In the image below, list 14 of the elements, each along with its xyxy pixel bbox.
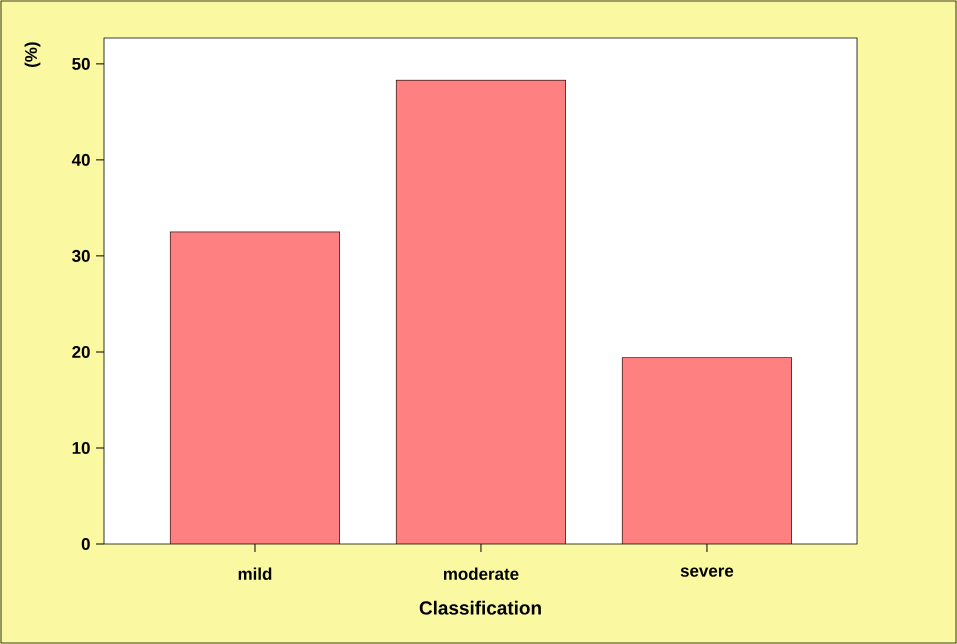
x-tick-label: severe [680, 568, 734, 577]
y-tick-label: 0 [82, 538, 90, 550]
bar [396, 80, 566, 544]
x-axis-title: Classification [420, 600, 541, 615]
y-tick-label: 50 [72, 58, 90, 70]
bar [622, 357, 792, 544]
y-axis-title: (%) [24, 42, 40, 67]
y-tick-label: 30 [72, 250, 90, 262]
bar [170, 232, 340, 544]
y-tick-label: 40 [72, 154, 90, 166]
x-tick-label: moderate [444, 568, 518, 580]
x-tick-label: mild [238, 568, 272, 580]
y-tick-label: 10 [72, 442, 90, 454]
y-tick-label: 20 [72, 346, 90, 358]
